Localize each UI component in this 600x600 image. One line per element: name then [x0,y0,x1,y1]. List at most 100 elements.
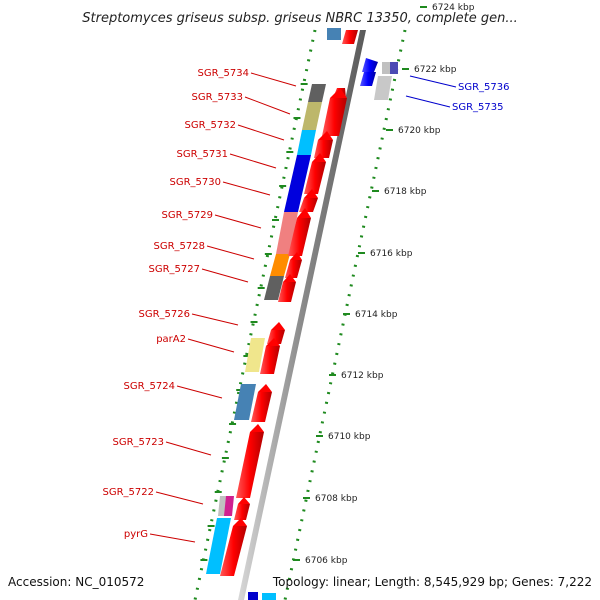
gene-label: SGR_5728 [154,241,206,252]
arrow-5736 [362,58,378,72]
box-5736 [382,62,390,74]
gene-label: SGR_5727 [149,264,201,275]
kbp-tick-label: 6724 kbp [432,3,475,13]
arrowhead [233,518,247,526]
gene-label-connector [222,181,271,196]
arrow-5723 [236,432,264,498]
gene-label: SGR_5724 [124,381,176,392]
arrow-5722 [234,504,250,520]
arrowhead [330,88,347,98]
arrow-5730 [299,198,318,212]
arrowhead [238,497,250,504]
arrow-5729 [288,218,311,256]
right-gene-labels: SGR_5736 SGR_5735 [452,82,510,113]
partial-gene-arrow [342,30,358,44]
gene-label: SGR_5735 [452,102,504,113]
gene-label-connector [149,533,196,543]
kbp-tick-label: 6710 kbp [328,432,371,442]
top-partial-genes [248,28,358,600]
kbp-tick-label: 6718 kbp [384,187,427,197]
box-5735 [374,76,392,100]
gene-label-connector [165,441,212,456]
gene-label-connector [201,268,249,283]
kbp-tick-label: 6708 kbp [315,494,358,504]
arrow-5733 [322,98,347,136]
kbp-tick-label: 6722 kbp [414,65,457,75]
gene-label-connector [244,96,291,115]
left-gene-labels: SGR_5734 SGR_5733 SGR_5732 SGR_5731 SGR_5730… [103,68,250,540]
domain-boxes [206,84,326,574]
box-5734 [308,84,326,102]
map-title: Streptomyces griseus subsp. griseus NBRC… [82,11,517,26]
gene-label: pyrG [124,529,148,540]
gene-label: SGR_5733 [192,92,244,103]
gene-label: SGR_5726 [139,309,191,320]
arrow-5732 [314,140,333,158]
gene-label: parA2 [156,334,186,345]
arrowhead [312,153,326,162]
box-5733 [302,102,322,130]
gene-label-connector [405,95,451,108]
left-track-border [193,29,317,600]
box-5724 [234,384,256,420]
gene-label-connector [155,491,204,505]
right-label-connectors [405,75,457,108]
topology-text: Topology: linear; Length: 8,545,929 bp; … [272,575,592,589]
kbp-scale-labels: 6724 kbp 6722 kbp 6720 kbp 6718 kbp 6716 kbp… [293,3,475,566]
box-5736b [390,62,398,74]
arrowhead [290,252,302,260]
box-pyrG [206,518,231,574]
arrow-5724 [251,392,272,422]
gene-label-connector [176,385,223,399]
gene-label-connector [229,153,277,169]
arrowhead [271,322,285,330]
arrow-parA2 [260,346,280,374]
box-5728 [270,254,290,276]
gene-label: SGR_5731 [177,149,229,160]
gene-label-connector [214,214,262,229]
gene-label-connector [191,313,239,326]
arrow-5728 [285,260,302,278]
gene-label-connector [237,124,285,141]
arrowhead [304,189,318,198]
box-5732 [297,130,316,155]
arrow-5731 [304,162,326,194]
partial-gene-box [327,28,341,40]
genome-backbone [238,30,366,600]
gene-label: SGR_5722 [103,487,155,498]
tick-marks [200,83,308,561]
gene-label-connector [206,245,255,260]
box-5722b [224,496,234,516]
bottom-gene-box-cyan [262,593,276,600]
arrowhead [266,338,280,346]
box-5727 [264,276,284,300]
kbp-tick-label: 6716 kbp [370,249,413,259]
box-5729 [276,212,298,254]
box-5731 [284,155,311,212]
gene-label: SGR_5736 [458,82,510,93]
left-label-connectors [149,72,297,543]
arrow-5727 [278,282,296,302]
kbp-tick-label: 6720 kbp [398,126,441,136]
reverse-genes [360,58,398,100]
gene-label: SGR_5730 [170,177,222,188]
arrowhead [297,208,311,218]
gene-label: SGR_5729 [162,210,214,221]
gene-label: SGR_5732 [185,120,237,131]
arrowhead [318,131,333,140]
arrow-5736-body [360,72,376,86]
bottom-gene-box [248,592,258,600]
kbp-tick-label: 6712 kbp [341,371,384,381]
gene-label: SGR_5734 [198,68,250,79]
box-parA2 [245,338,265,372]
kbp-tick-label: 6706 kbp [305,556,348,566]
arrowhead [283,274,296,282]
gene-label-connector [250,72,297,87]
arrow-pyrG [220,526,247,576]
arrowhead [250,424,264,432]
gene-label-connector [187,338,235,353]
forward-gene-arrows [220,88,347,576]
gene-label-connector [409,75,457,88]
arrowhead [258,384,272,392]
